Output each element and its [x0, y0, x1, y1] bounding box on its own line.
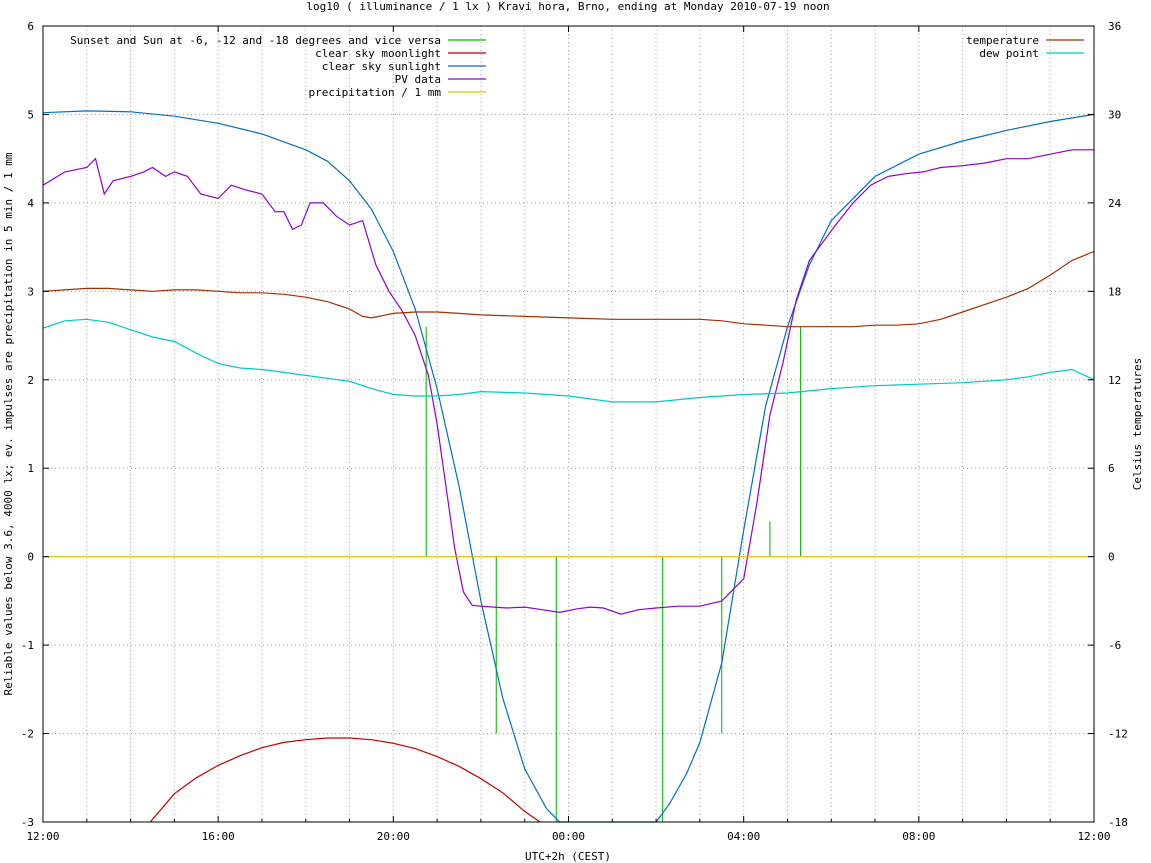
chart-title: log10 ( illuminance / 1 lx ) Kravi hora,… — [306, 0, 829, 13]
y-tick-label-right: 6 — [1108, 462, 1115, 475]
grid — [43, 26, 1094, 822]
x-axis-label: UTC+2h (CEST) — [525, 850, 611, 863]
x-tick-label: 04:00 — [727, 830, 760, 843]
series-dew-point — [42, 318, 1095, 403]
legend-label: dew point — [979, 47, 1039, 60]
y-tick-label-right: 24 — [1108, 197, 1122, 210]
x-tick-label: 08:00 — [902, 830, 935, 843]
y-tick-label-left: 4 — [27, 197, 34, 210]
y-tick-label-right: 12 — [1108, 374, 1121, 387]
y-tick-label-left: -1 — [21, 639, 34, 652]
y-tick-label-left: 0 — [27, 551, 34, 564]
y-axis-label-left: Reliable values below 3.6, 4000 lx; ev. … — [2, 152, 15, 695]
series-layer — [42, 110, 1095, 823]
legend-label: precipitation / 1 mm — [309, 86, 442, 99]
series-temperature — [42, 250, 1095, 328]
series-sunset-and-sun-at-6-12-and-18-degrees-and-vice-versa — [425, 326, 802, 822]
x-tick-label: 16:00 — [202, 830, 235, 843]
y-tick-label-left: -2 — [21, 728, 34, 741]
x-tick-label: 20:00 — [377, 830, 410, 843]
x-tick-label: 00:00 — [552, 830, 585, 843]
y-tick-label-right: 18 — [1108, 285, 1121, 298]
x-tick-label: 12:00 — [26, 830, 59, 843]
y-axis-label-right: Celsius temperatures — [1131, 358, 1144, 490]
legend-label: clear sky moonlight — [315, 47, 441, 60]
y-tick-label-left: 5 — [27, 108, 34, 121]
y-tick-label-right: 0 — [1108, 551, 1115, 564]
y-tick-label-right: -18 — [1108, 816, 1128, 829]
legend-label: clear sky sunlight — [322, 60, 441, 73]
series-clear-sky-moonlight — [149, 737, 541, 823]
y-tick-label-right: -12 — [1108, 728, 1128, 741]
y-tick-label-left: 3 — [27, 285, 34, 298]
legend-label: Sunset and Sun at -6, -12 and -18 degree… — [70, 34, 441, 47]
y-tick-label-left: 2 — [27, 374, 34, 387]
y-tick-label-right: -6 — [1108, 639, 1121, 652]
y-tick-label-left: -3 — [21, 816, 34, 829]
y-tick-label-left: 6 — [27, 20, 34, 33]
y-tick-label-right: 36 — [1108, 20, 1121, 33]
legend-left: Sunset and Sun at -6, -12 and -18 degree… — [70, 34, 486, 99]
legend-label: temperature — [966, 34, 1039, 47]
x-tick-label: 12:00 — [1077, 830, 1110, 843]
y-tick-label-right: 30 — [1108, 108, 1121, 121]
y-tick-label-left: 1 — [27, 462, 34, 475]
series-clear-sky-sunlight — [42, 110, 1095, 823]
series-pv-data — [42, 149, 1094, 615]
legend-label: PV data — [395, 73, 441, 86]
